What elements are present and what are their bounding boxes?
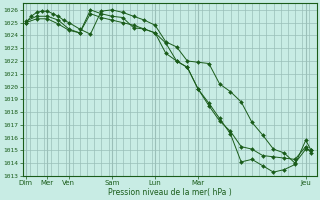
X-axis label: Pression niveau de la mer( hPa ): Pression niveau de la mer( hPa ) (108, 188, 231, 197)
